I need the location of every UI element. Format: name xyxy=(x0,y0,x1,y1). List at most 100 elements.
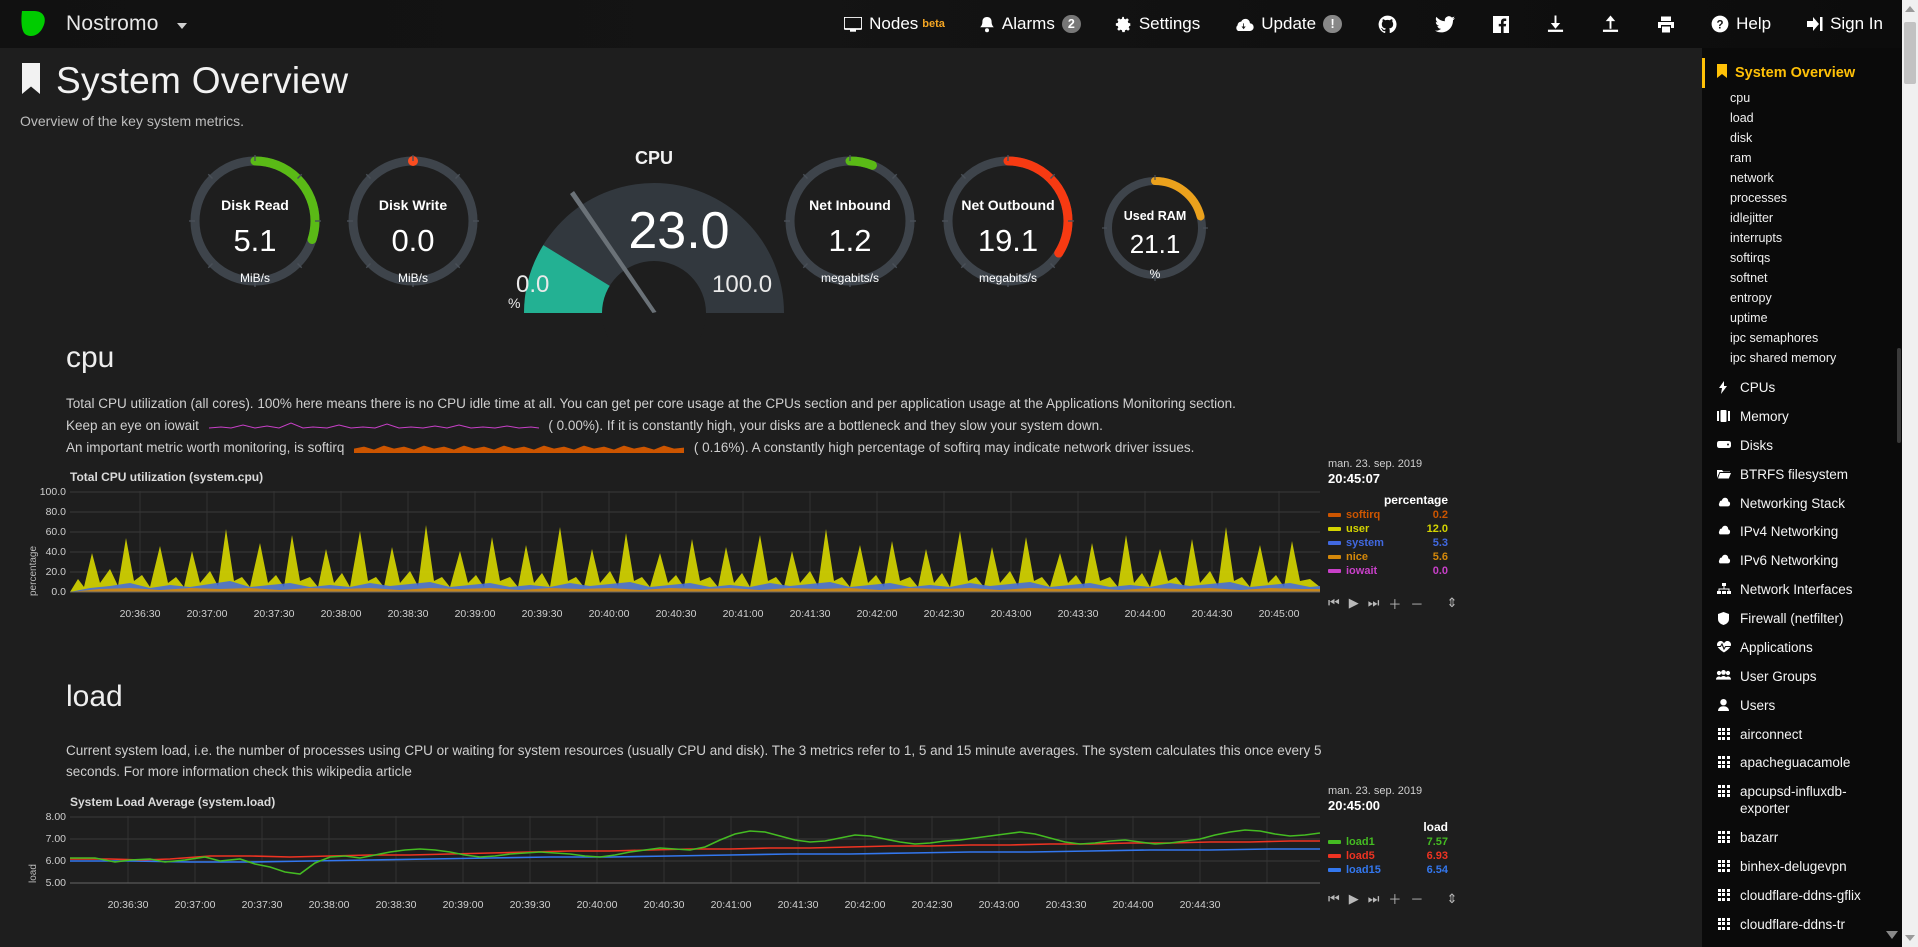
print-icon[interactable] xyxy=(1638,0,1694,48)
legend-unit: load xyxy=(1423,820,1448,835)
nav-item-update[interactable]: Update ! xyxy=(1217,0,1359,48)
chart-cpu-controls[interactable]: ⏮ ▶ ⏭ ＋ － ⇕ xyxy=(1328,594,1457,613)
zoom-in-icon[interactable]: ＋ xyxy=(1388,596,1402,612)
sidebar-section-system-overview[interactable]: System Overview xyxy=(1702,58,1902,88)
chart-load-plot[interactable] xyxy=(70,816,1320,892)
legend-row[interactable]: load5 6.93 xyxy=(1328,850,1448,862)
sidebar-scrollbar-thumb[interactable] xyxy=(1897,348,1901,443)
sidebar-item-firewall[interactable]: Firewall (netfilter) xyxy=(1702,605,1902,634)
gauge-disk-read[interactable]: Disk Read 5.1 MiB/s xyxy=(185,151,325,291)
legend-row[interactable]: load1 7.57 xyxy=(1328,836,1448,848)
rewind-icon[interactable]: ⏮ xyxy=(1328,595,1340,611)
sidebar-item-apcupsd-influxdb-exporter[interactable]: apcupsd-influxdb-exporter xyxy=(1702,778,1902,824)
sidebar-item-networking-stack[interactable]: Networking Stack xyxy=(1702,490,1902,519)
sidebar-item-interrupts[interactable]: interrupts xyxy=(1730,231,1783,245)
page-scrollbar[interactable] xyxy=(1902,0,1918,947)
legend-value: 5.6 xyxy=(1432,550,1448,563)
legend-row[interactable]: system 5.3 xyxy=(1328,537,1448,549)
sidebar-item-applications[interactable]: Applications xyxy=(1702,634,1902,663)
sidebar-item-ipv4-networking[interactable]: IPv4 Networking xyxy=(1702,518,1902,547)
gauge-value: 5.1 xyxy=(233,223,277,258)
sidebar-item-bazarr[interactable]: bazarr xyxy=(1702,824,1902,853)
chevron-down-icon[interactable] xyxy=(176,23,187,29)
sidebar-item-code-server[interactable]: code-server xyxy=(1702,940,1902,947)
gauge-net-outbound[interactable]: Net Outbound 19.1 megabits/s xyxy=(938,151,1078,291)
resize-icon[interactable]: ⇕ xyxy=(1446,890,1458,906)
play-icon[interactable]: ▶ xyxy=(1348,890,1359,906)
chart-load-controls[interactable]: ⏮ ▶ ⏭ ＋ － ⇕ xyxy=(1328,889,1457,908)
sidebar-item-softirqs[interactable]: softirqs xyxy=(1730,251,1771,265)
chart-cpu[interactable]: percentage 100.0 80.0 60.0 40.0 20.0 0.0 xyxy=(28,458,1692,636)
legend-row[interactable]: load15 6.54 xyxy=(1328,864,1448,876)
legend-value: 0.2 xyxy=(1432,508,1448,521)
nav-item-help[interactable]: ? Help xyxy=(1694,0,1788,48)
sidebar-item-ipc-shared-memory[interactable]: ipc shared memory xyxy=(1730,351,1837,365)
twitter-icon[interactable] xyxy=(1416,0,1474,48)
gauge-disk-write[interactable]: Disk Write 0.0 MiB/s xyxy=(343,151,483,291)
sidebar-item-binhex-delugevpn[interactable]: binhex-delugevpn xyxy=(1702,853,1902,882)
right-sidebar[interactable]: System Overview cpu load disk ram networ… xyxy=(1702,48,1902,947)
sidebar-item-disks[interactable]: Disks xyxy=(1702,432,1902,461)
sidebar-item-disk[interactable]: disk xyxy=(1730,131,1753,145)
scrollbar-thumb[interactable] xyxy=(1904,22,1916,84)
xtick: 20:43:30 xyxy=(1045,899,1087,912)
zoom-in-icon[interactable]: ＋ xyxy=(1388,892,1402,908)
cpu-gauge-units: % xyxy=(508,295,521,311)
sidebar-item-btrfs-filesystem[interactable]: BTRFS filesystem xyxy=(1702,461,1902,490)
cloud-icon xyxy=(1716,497,1731,507)
sidebar-item-entropy[interactable]: entropy xyxy=(1730,291,1772,305)
sidebar-item-cpus[interactable]: CPUs xyxy=(1702,374,1902,403)
zoom-out-icon[interactable]: － xyxy=(1410,596,1424,612)
legend-row[interactable]: softirq 0.2 xyxy=(1328,509,1448,521)
scroll-up-arrow-icon[interactable] xyxy=(1905,6,1915,12)
nav-item-signin[interactable]: Sign In xyxy=(1788,0,1900,48)
github-icon[interactable] xyxy=(1359,0,1416,48)
gauge-net-inbound[interactable]: Net Inbound 1.2 megabits/s xyxy=(780,151,920,291)
sidebar-item-user-groups[interactable]: User Groups xyxy=(1702,663,1902,692)
legend-row[interactable]: iowait 0.0 xyxy=(1328,565,1448,577)
legend-row[interactable]: nice 5.6 xyxy=(1328,551,1448,563)
sidebar-item-network-interfaces[interactable]: Network Interfaces xyxy=(1702,576,1902,605)
nav-item-alarms[interactable]: Alarms 2 xyxy=(962,0,1098,48)
sidebar-item-softnet[interactable]: softnet xyxy=(1730,271,1768,285)
sidebar-item-airconnect[interactable]: airconnect xyxy=(1702,721,1902,750)
legend-row[interactable]: user 12.0 xyxy=(1328,523,1448,535)
xtick: 20:42:00 xyxy=(856,607,898,620)
sidebar-item-network[interactable]: network xyxy=(1730,171,1774,185)
sidebar-item-cloudflare-ddns-tr[interactable]: cloudflare-ddns-tr xyxy=(1702,911,1902,940)
forward-icon[interactable]: ⏭ xyxy=(1367,890,1380,906)
sidebar-item-ipc-semaphores[interactable]: ipc semaphores xyxy=(1730,331,1819,345)
sidebar-item-processes[interactable]: processes xyxy=(1730,191,1787,205)
sidebar-item-cloudflare-ddns-gflix[interactable]: cloudflare-ddns-gflix xyxy=(1702,882,1902,911)
scroll-down-arrow-icon[interactable] xyxy=(1905,935,1915,941)
gauge-cpu[interactable]: CPU 23.0 0.0 % 100.0 xyxy=(504,143,804,338)
brand[interactable]: Nostromo xyxy=(0,7,187,41)
facebook-icon[interactable] xyxy=(1474,0,1528,48)
sidebar-item-ram[interactable]: ram xyxy=(1730,151,1752,165)
chart-load[interactable]: load 8.00 7.00 6.00 5.00 xyxy=(28,785,1692,931)
chart-cpu-plot[interactable] xyxy=(70,490,1320,603)
legend-date: man. 23. sep. 2019 xyxy=(1328,785,1423,798)
zoom-out-icon[interactable]: － xyxy=(1410,892,1424,908)
sidebar-item-apacheguacamole[interactable]: apacheguacamole xyxy=(1702,749,1902,778)
play-icon[interactable]: ▶ xyxy=(1348,595,1359,611)
gauge-used-ram[interactable]: Used RAM 21.1 % xyxy=(1100,173,1210,283)
sidebar-item-uptime[interactable]: uptime xyxy=(1730,311,1768,325)
nav-item-nodes[interactable]: Nodes beta xyxy=(827,0,962,48)
sidebar-item-cpu[interactable]: cpu xyxy=(1730,91,1751,105)
resize-icon[interactable]: ⇕ xyxy=(1446,595,1458,611)
users-icon xyxy=(1716,669,1731,680)
nav-item-settings[interactable]: Settings xyxy=(1098,0,1217,48)
sidebar-scroll-down-icon[interactable] xyxy=(1886,931,1898,939)
sidebar-item-idlejitter[interactable]: idlejitter xyxy=(1730,211,1774,225)
sidebar-item-users[interactable]: Users xyxy=(1702,692,1902,721)
sidebar-item-memory[interactable]: Memory xyxy=(1702,403,1902,432)
rewind-icon[interactable]: ⏮ xyxy=(1328,890,1340,906)
sidebar-item-ipv6-networking[interactable]: IPv6 Networking xyxy=(1702,547,1902,576)
forward-icon[interactable]: ⏭ xyxy=(1367,595,1380,611)
page-subtitle: Overview of the key system metrics. xyxy=(20,113,245,129)
sidebar-item-load[interactable]: load xyxy=(1730,111,1754,125)
upload-icon[interactable] xyxy=(1583,0,1638,48)
download-icon[interactable] xyxy=(1528,0,1583,48)
grid-icon xyxy=(1716,917,1731,930)
